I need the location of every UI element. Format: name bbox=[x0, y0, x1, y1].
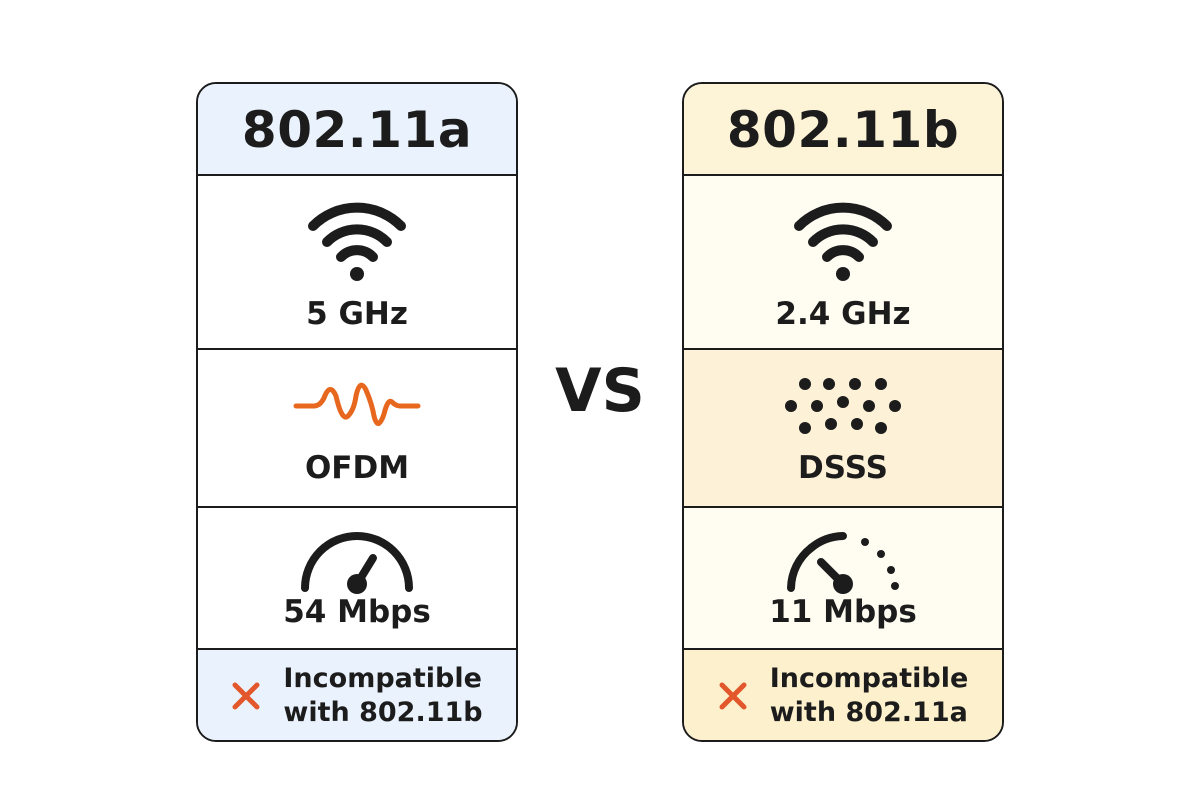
card-b-modulation-section: DSSS bbox=[684, 350, 1002, 508]
card-a-frequency-label: 5 GHz bbox=[306, 296, 408, 332]
card-b-title-section: 802.11b bbox=[684, 84, 1002, 176]
card-a-modulation-label: OFDM bbox=[304, 450, 410, 486]
card-a-title-section: 802.11a bbox=[198, 84, 516, 176]
card-b-title: 802.11b bbox=[726, 101, 960, 159]
card-b-frequency-section: 2.4 GHz bbox=[684, 176, 1002, 350]
card-a-modulation-section: OFDM bbox=[198, 350, 516, 508]
card-b-compatibility-section: Incompatible with 802.11a bbox=[684, 650, 1002, 740]
card-b-compat-line1: Incompatible bbox=[769, 663, 969, 694]
speedometer-icon bbox=[787, 532, 899, 594]
card-a-compat-line2: with 802.11b bbox=[283, 697, 483, 728]
card-a-compatibility-text: Incompatible with 802.11b bbox=[283, 662, 482, 730]
card-802-11a: 802.11a 5 GHz OFDM 54 M bbox=[196, 82, 518, 742]
x-mark-icon bbox=[719, 682, 747, 710]
card-b-speed-section: 11 Mbps bbox=[684, 508, 1002, 650]
x-mark-icon bbox=[232, 682, 260, 710]
card-b-speed-label: 11 Mbps bbox=[769, 594, 917, 630]
card-a-title: 802.11a bbox=[241, 101, 473, 159]
dots-icon bbox=[785, 378, 901, 434]
wifi-icon bbox=[308, 202, 406, 281]
card-a-compat-line1: Incompatible bbox=[283, 663, 482, 694]
speedometer-icon bbox=[301, 532, 413, 594]
card-a-frequency-section: 5 GHz bbox=[198, 176, 516, 350]
card-b-compatibility-text: Incompatible with 802.11a bbox=[770, 662, 969, 730]
card-a-compatibility-section: Incompatible with 802.11b bbox=[198, 650, 516, 740]
card-b-modulation-label: DSSS bbox=[798, 450, 888, 486]
vs-label: VS bbox=[555, 356, 645, 426]
card-b-compat-line2: with 802.11a bbox=[769, 697, 968, 728]
waveform-icon bbox=[293, 382, 421, 426]
wifi-icon bbox=[794, 202, 892, 281]
card-802-11b: 802.11b 2.4 GHz bbox=[682, 82, 1004, 742]
card-a-speed-label: 54 Mbps bbox=[283, 594, 431, 630]
card-b-frequency-label: 2.4 GHz bbox=[775, 296, 911, 332]
card-a-speed-section: 54 Mbps bbox=[198, 508, 516, 650]
